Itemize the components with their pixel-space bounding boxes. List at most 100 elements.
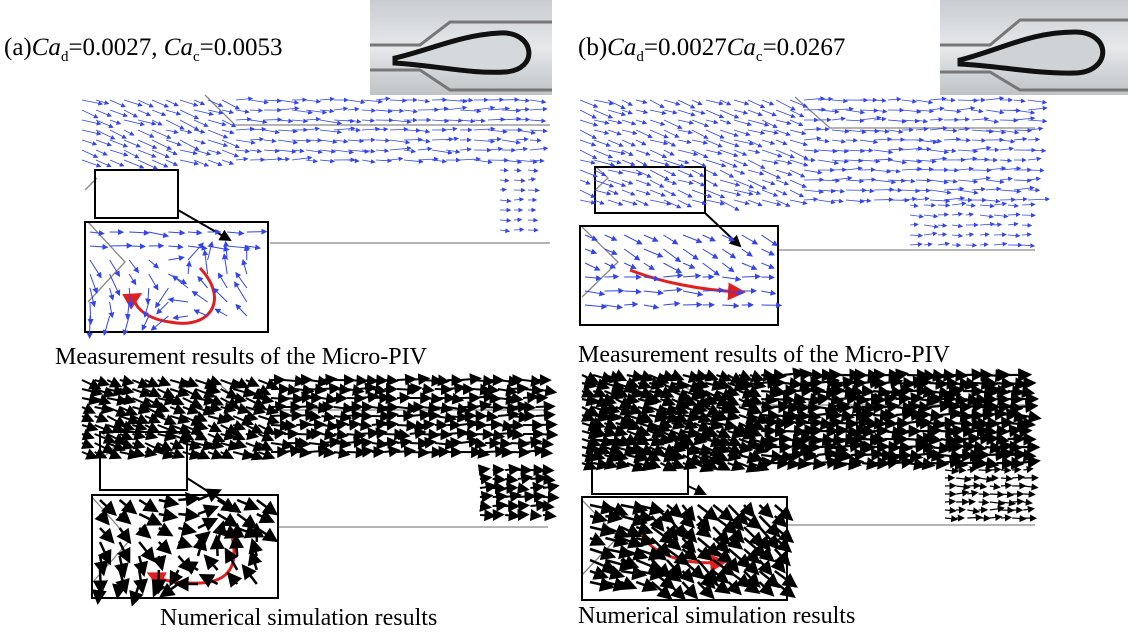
vector [1012,477,1024,478]
vector [644,263,654,270]
vector [120,500,136,513]
vector [149,232,168,236]
vector [840,407,851,408]
vector [759,582,772,595]
vector [195,434,206,439]
vector [152,110,166,115]
vector [916,149,931,150]
vector [874,119,886,120]
vector [761,235,777,246]
vector [530,487,543,488]
vector [832,160,848,162]
vector [306,119,320,120]
vector [994,224,1001,225]
vector [194,140,205,144]
vector [742,263,757,269]
vector [362,110,375,111]
vector [622,200,637,204]
vector [986,200,1000,201]
vector [762,180,775,184]
vector [682,571,692,582]
vector [795,422,807,423]
vector [705,399,716,403]
vector [82,416,93,421]
vector [784,422,795,423]
vector [580,100,598,107]
vector [832,140,845,142]
vector [974,447,985,449]
vector [638,383,650,387]
vector [435,380,448,381]
vector [1019,455,1035,456]
vector [692,180,705,186]
vector [728,399,738,404]
vector [516,109,529,110]
vector [938,214,948,215]
vector [129,232,149,233]
vector [790,170,805,177]
vector [194,310,207,316]
vector [775,516,786,526]
vector [804,150,818,151]
vector [237,514,256,528]
vector [980,215,993,217]
vector [706,150,722,154]
vector [1028,159,1041,160]
vector [145,416,159,422]
vector [907,406,920,407]
vector [636,180,651,185]
vector [488,139,501,140]
vector [728,415,739,418]
vector [309,416,320,417]
vector [860,200,871,201]
vector [1028,108,1047,110]
vector [729,560,738,571]
vector [979,502,989,503]
vector [678,100,695,108]
vector [585,249,596,253]
vector [761,249,774,255]
vector [528,170,538,171]
vector [205,556,217,570]
vector [667,538,680,549]
vector [195,416,206,421]
vector [90,246,107,247]
vector [516,139,528,140]
vector [90,288,94,306]
vector [514,180,525,181]
vector [1028,178,1040,180]
vector [678,190,692,197]
vector [309,433,321,434]
vector [334,108,347,110]
vector [1014,100,1025,101]
vector [818,110,839,112]
vector [722,277,740,280]
vector [990,469,1001,470]
vector [678,170,693,177]
vector [996,431,1007,432]
caption: Measurement results of the Micro-PIV [578,342,951,368]
vector [138,100,153,107]
vector [924,215,938,217]
vector [678,200,691,207]
vector [608,130,621,135]
vector [372,389,385,391]
vector [790,140,807,145]
vector [208,160,222,165]
vector [530,515,540,516]
vector [139,514,160,524]
vector [250,150,261,152]
vector [703,263,719,275]
vector [622,150,633,155]
vector [543,479,554,480]
vector [761,407,772,408]
vector [996,391,1008,392]
vector [159,500,177,504]
vector [776,120,791,124]
vector [543,486,558,488]
vector [422,424,434,425]
vector [173,316,188,318]
vector [739,375,751,380]
vector [776,170,792,175]
vector [215,309,227,316]
